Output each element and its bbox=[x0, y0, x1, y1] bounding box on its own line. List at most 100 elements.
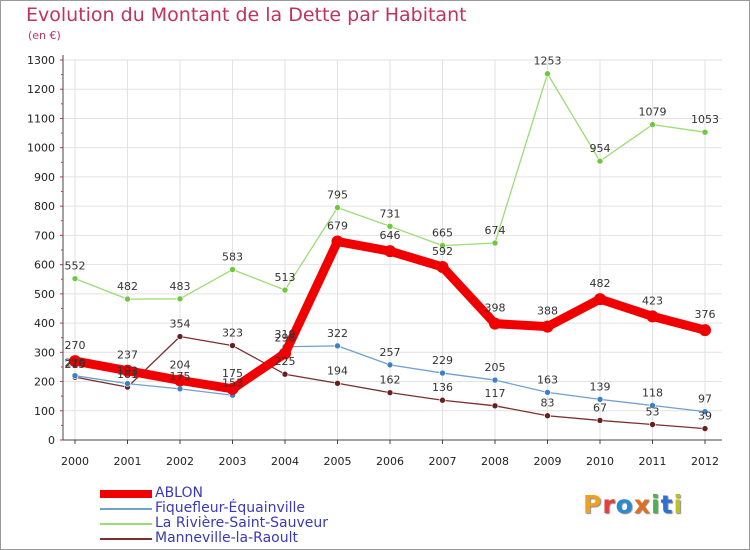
data-label-la-rivie-re-saint-sauveur: 674 bbox=[485, 224, 506, 237]
data-label-ablon: 237 bbox=[117, 349, 138, 362]
data-label-manneville-la-raoult: 67 bbox=[593, 401, 607, 414]
x-tick-label: 2011 bbox=[639, 455, 667, 468]
data-label-la-rivie-re-saint-sauveur: 795 bbox=[327, 189, 348, 202]
y-tick-label: 0 bbox=[48, 434, 55, 447]
data-label-fiquefleur-e-quainville: 319 bbox=[275, 328, 296, 341]
y-tick-label: 100 bbox=[34, 405, 55, 418]
data-label-ablon: 482 bbox=[590, 277, 611, 290]
x-tick-label: 2003 bbox=[219, 455, 247, 468]
y-tick-label: 300 bbox=[34, 346, 55, 359]
data-point-la-rivie-re-saint-sauveur bbox=[334, 204, 341, 211]
data-point-manneville-la-raoult bbox=[544, 412, 551, 420]
data-label-ablon: 388 bbox=[537, 305, 558, 318]
y-tick-label: 800 bbox=[34, 200, 55, 213]
data-point-manneville-la-raoult bbox=[491, 402, 499, 410]
data-point-manneville-la-raoult bbox=[596, 417, 604, 424]
data-label-ablon: 592 bbox=[432, 245, 453, 258]
data-point-fiquefleur-e-quainville bbox=[439, 369, 446, 377]
data-label-fiquefleur-e-quainville: 193 bbox=[117, 365, 138, 378]
y-tick-label: 1300 bbox=[27, 54, 55, 67]
data-point-fiquefleur-e-quainville bbox=[124, 380, 131, 387]
x-tick-label: 2001 bbox=[114, 455, 142, 468]
data-point-ablon bbox=[331, 235, 344, 248]
legend-swatch bbox=[100, 508, 152, 510]
data-label-fiquefleur-e-quainville: 257 bbox=[380, 346, 401, 359]
x-tick-label: 2009 bbox=[534, 455, 562, 468]
data-point-la-rivie-re-saint-sauveur bbox=[544, 70, 551, 78]
x-tick-label: 2012 bbox=[691, 455, 719, 468]
data-label-ablon: 296 bbox=[275, 331, 296, 344]
data-point-la-rivie-re-saint-sauveur bbox=[229, 266, 236, 273]
data-point-ablon bbox=[541, 320, 554, 333]
y-tick-label: 500 bbox=[34, 288, 55, 301]
data-point-manneville-la-raoult bbox=[334, 379, 341, 387]
data-point-fiquefleur-e-quainville bbox=[491, 376, 499, 384]
data-point-la-rivie-re-saint-sauveur bbox=[439, 242, 446, 249]
x-tick-label: 2006 bbox=[376, 455, 404, 468]
data-point-ablon bbox=[646, 310, 659, 323]
data-label-manneville-la-raoult: 354 bbox=[170, 318, 191, 331]
legend-label: Manneville-la-Raoult bbox=[155, 530, 298, 546]
data-point-la-rivie-re-saint-sauveur bbox=[386, 223, 394, 230]
data-label-manneville-la-raoult: 215 bbox=[65, 358, 86, 371]
data-label-la-rivie-re-saint-sauveur: 665 bbox=[432, 227, 453, 240]
data-point-manneville-la-raoult bbox=[649, 421, 656, 428]
data-point-la-rivie-re-saint-sauveur bbox=[701, 128, 709, 136]
data-label-la-rivie-re-saint-sauveur: 1053 bbox=[691, 113, 719, 126]
data-label-la-rivie-re-saint-sauveur: 1079 bbox=[639, 106, 667, 119]
data-label-fiquefleur-e-quainville: 175 bbox=[170, 370, 191, 383]
data-label-la-rivie-re-saint-sauveur: 583 bbox=[222, 251, 243, 264]
legend-swatch bbox=[100, 490, 152, 498]
data-point-ablon bbox=[384, 245, 396, 258]
data-label-la-rivie-re-saint-sauveur: 513 bbox=[275, 271, 296, 284]
x-tick-label: 2008 bbox=[481, 455, 509, 468]
chart-title: Evolution du Montant de la Dette par Hab… bbox=[26, 4, 467, 26]
data-label-ablon: 679 bbox=[327, 220, 348, 233]
x-tick-label: 2004 bbox=[271, 455, 299, 468]
data-point-manneville-la-raoult bbox=[229, 342, 236, 349]
data-label-la-rivie-re-saint-sauveur: 1253 bbox=[534, 55, 562, 68]
y-tick-label: 1000 bbox=[27, 142, 55, 155]
data-point-manneville-la-raoult bbox=[386, 389, 394, 396]
x-tick-label: 2005 bbox=[324, 455, 352, 468]
data-label-fiquefleur-e-quainville: 220 bbox=[65, 357, 86, 370]
legend-swatch bbox=[100, 523, 152, 525]
data-point-manneville-la-raoult bbox=[701, 425, 709, 432]
data-label-ablon: 646 bbox=[380, 229, 401, 242]
proxiti-logo: Proxiti bbox=[583, 490, 683, 519]
data-point-ablon bbox=[226, 382, 239, 395]
x-tick-label: 2010 bbox=[586, 455, 614, 468]
data-point-fiquefleur-e-quainville bbox=[701, 408, 709, 415]
data-point-la-rivie-re-saint-sauveur bbox=[491, 239, 499, 247]
data-label-manneville-la-raoult: 53 bbox=[646, 406, 660, 419]
logo-letter: i bbox=[673, 490, 684, 519]
legend-label: La Rivière-Saint-Sauveur bbox=[155, 515, 328, 531]
data-point-ablon bbox=[594, 293, 606, 306]
data-label-fiquefleur-e-quainville: 97 bbox=[698, 393, 712, 406]
data-label-manneville-la-raoult: 117 bbox=[485, 387, 506, 400]
data-label-fiquefleur-e-quainville: 205 bbox=[485, 361, 506, 374]
data-label-ablon: 204 bbox=[170, 358, 191, 371]
data-point-ablon bbox=[279, 347, 291, 360]
y-tick-label: 900 bbox=[34, 171, 55, 184]
data-point-fiquefleur-e-quainville bbox=[596, 396, 604, 403]
data-label-la-rivie-re-saint-sauveur: 482 bbox=[117, 280, 138, 293]
logo-letter: r bbox=[602, 490, 616, 519]
data-label-manneville-la-raoult: 83 bbox=[541, 397, 555, 410]
data-label-la-rivie-re-saint-sauveur: 552 bbox=[65, 260, 86, 273]
data-point-fiquefleur-e-quainville bbox=[544, 389, 551, 396]
data-label-manneville-la-raoult: 162 bbox=[380, 374, 401, 387]
logo-letter: P bbox=[583, 490, 603, 519]
data-point-fiquefleur-e-quainville bbox=[71, 372, 79, 379]
data-label-manneville-la-raoult: 323 bbox=[222, 327, 243, 340]
data-point-fiquefleur-e-quainville bbox=[649, 402, 656, 409]
data-label-ablon: 270 bbox=[65, 339, 86, 352]
data-point-la-rivie-re-saint-sauveur bbox=[124, 295, 131, 303]
data-label-fiquefleur-e-quainville: 163 bbox=[537, 373, 558, 386]
data-label-fiquefleur-e-quainville: 153 bbox=[222, 376, 243, 389]
data-label-fiquefleur-e-quainville: 118 bbox=[642, 387, 663, 400]
data-point-la-rivie-re-saint-sauveur bbox=[176, 295, 184, 303]
data-point-ablon bbox=[489, 317, 501, 330]
data-label-ablon: 423 bbox=[642, 294, 663, 307]
